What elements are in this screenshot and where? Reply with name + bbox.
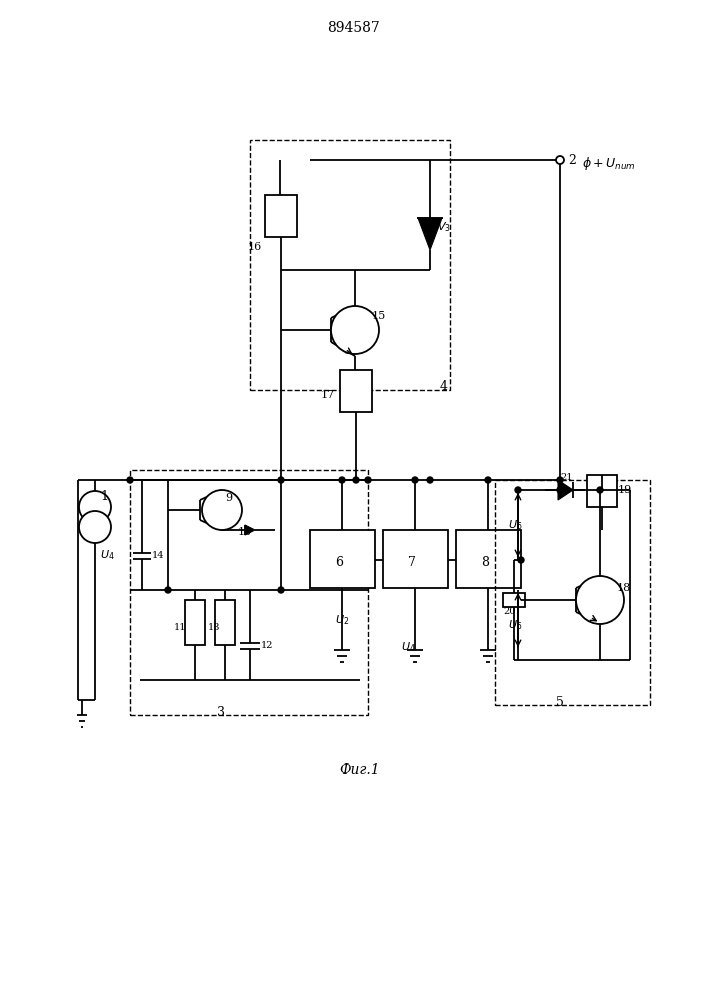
- Text: $U_5$: $U_5$: [508, 618, 522, 632]
- Circle shape: [127, 477, 133, 483]
- Circle shape: [556, 156, 564, 164]
- Text: $U_6$: $U_6$: [508, 518, 522, 532]
- Bar: [383, 530, 448, 588]
- Polygon shape: [418, 218, 442, 250]
- Text: 20: 20: [503, 607, 515, 616]
- Text: Фиг.1: Фиг.1: [339, 763, 380, 777]
- Text: 15: 15: [372, 311, 386, 321]
- Circle shape: [576, 576, 624, 624]
- Polygon shape: [558, 480, 573, 500]
- Circle shape: [427, 477, 433, 483]
- Circle shape: [331, 306, 379, 354]
- Bar: [130, 470, 368, 715]
- Bar: [587, 475, 617, 507]
- Circle shape: [202, 490, 242, 530]
- Text: 18: 18: [617, 583, 631, 593]
- Circle shape: [79, 491, 111, 523]
- Text: 7: 7: [408, 556, 416, 568]
- Text: $V_3$: $V_3$: [437, 220, 451, 234]
- Circle shape: [365, 477, 371, 483]
- Circle shape: [485, 477, 491, 483]
- Circle shape: [165, 587, 171, 593]
- Text: 10: 10: [238, 527, 252, 537]
- Circle shape: [515, 487, 521, 493]
- Circle shape: [557, 477, 563, 483]
- Text: 21: 21: [560, 474, 573, 483]
- Text: 8: 8: [481, 556, 489, 568]
- Bar: [250, 140, 450, 390]
- Circle shape: [412, 477, 418, 483]
- Circle shape: [339, 477, 345, 483]
- Circle shape: [278, 477, 284, 483]
- Bar: [495, 480, 650, 705]
- Text: 11: 11: [174, 622, 187, 632]
- Bar: [215, 600, 235, 645]
- Text: 19: 19: [618, 485, 632, 495]
- Bar: [503, 593, 525, 607]
- Text: $U_4$: $U_4$: [100, 548, 115, 562]
- Text: 1: 1: [100, 490, 108, 504]
- Text: 12: 12: [261, 642, 274, 650]
- Text: 13: 13: [208, 622, 221, 632]
- Text: 6: 6: [335, 556, 343, 568]
- Text: 894587: 894587: [327, 21, 380, 35]
- Circle shape: [353, 477, 359, 483]
- Text: 2: 2: [568, 153, 576, 166]
- Circle shape: [597, 487, 603, 493]
- Polygon shape: [245, 525, 255, 535]
- Text: 9: 9: [225, 493, 232, 503]
- Circle shape: [518, 557, 524, 563]
- Text: $U_4$: $U_4$: [401, 640, 415, 654]
- Text: 3: 3: [217, 706, 225, 720]
- Text: $U_2$: $U_2$: [335, 613, 349, 627]
- Bar: [456, 530, 521, 588]
- Text: 5: 5: [556, 696, 564, 710]
- Text: $\phi+U_{num}$: $\phi+U_{num}$: [582, 154, 636, 172]
- Bar: [265, 195, 297, 237]
- Text: 14: 14: [152, 552, 165, 560]
- Text: 16: 16: [248, 242, 262, 252]
- Bar: [185, 600, 205, 645]
- Circle shape: [278, 587, 284, 593]
- Text: 4: 4: [440, 380, 448, 393]
- Bar: [310, 530, 375, 588]
- Circle shape: [557, 487, 563, 493]
- Text: 17: 17: [321, 390, 335, 400]
- Circle shape: [79, 511, 111, 543]
- Bar: [340, 370, 372, 412]
